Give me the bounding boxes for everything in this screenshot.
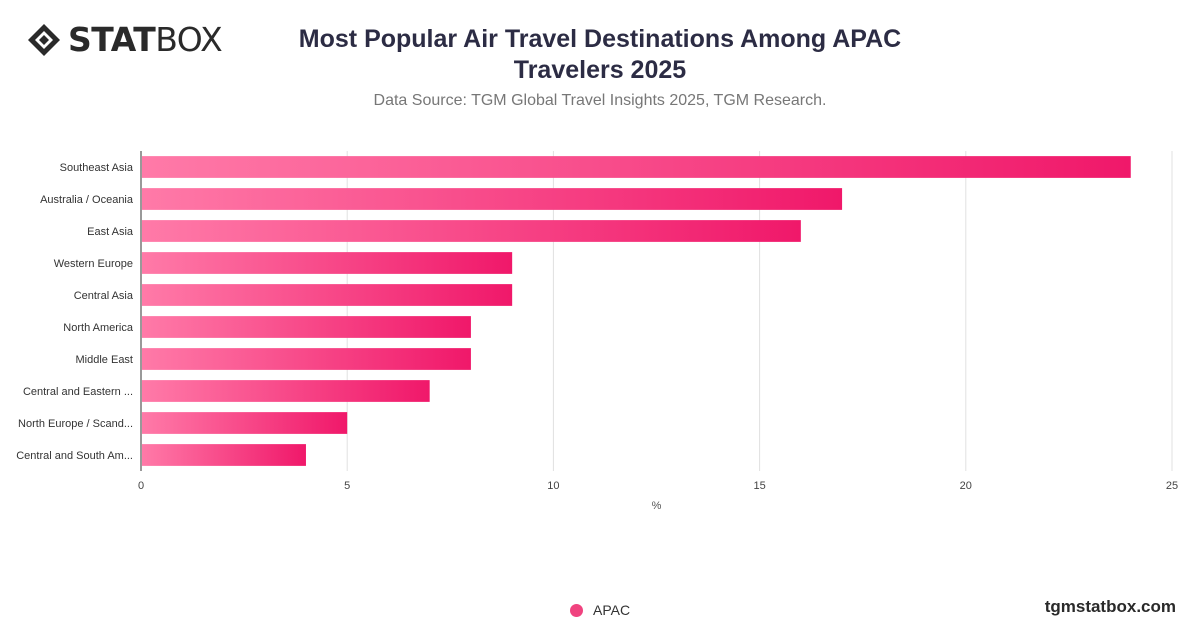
bar[interactable]: [142, 220, 801, 242]
statbox-logo: STATBOX: [26, 20, 223, 59]
legend-dot-icon: [570, 603, 583, 617]
bar[interactable]: [142, 412, 348, 434]
category-label: North America: [63, 322, 134, 334]
footer-brand: tgmstatbox.com: [1044, 597, 1176, 616]
bar[interactable]: [142, 252, 513, 274]
category-label: Australia / Oceania: [40, 194, 134, 206]
chart-subtitle: Data Source: TGM Global Travel Insights …: [373, 92, 827, 109]
category-labels: Southeast Asia Australia / Oceania East As…: [16, 162, 134, 462]
category-label: Central and South Am...: [16, 450, 133, 462]
x-tick-labels: 0 5 10 15 20 25: [138, 480, 1178, 492]
x-tick-label: 15: [753, 480, 765, 492]
logo-text-bold: STAT: [68, 20, 156, 59]
legend-label: APAC: [593, 602, 631, 618]
x-tick-label: 25: [1166, 480, 1178, 492]
logo-text-light: BOX: [155, 20, 223, 59]
diamond-logo-icon: [28, 24, 60, 56]
logo-text: STATBOX: [68, 20, 223, 59]
category-label: North Europe / Scand...: [18, 418, 133, 430]
category-label: Middle East: [76, 354, 133, 366]
category-label: Western Europe: [54, 258, 133, 270]
category-label: Central Asia: [74, 290, 134, 302]
chart-title: Most Popular Air Travel Destinations Amo…: [298, 25, 902, 84]
grid-lines: [140, 151, 1173, 471]
bar[interactable]: [142, 444, 306, 466]
x-axis-label: %: [652, 500, 662, 512]
category-label: Southeast Asia: [60, 162, 134, 174]
bar[interactable]: [142, 316, 471, 338]
x-tick-label: 5: [344, 480, 350, 492]
x-tick-label: 20: [960, 480, 972, 492]
bars: [142, 156, 1131, 466]
category-label: Central and Eastern ...: [23, 386, 133, 398]
bar[interactable]: [142, 348, 471, 370]
bar[interactable]: [142, 156, 1131, 178]
x-tick-label: 0: [138, 480, 144, 492]
bar[interactable]: [142, 284, 513, 306]
x-tick-label: 10: [547, 480, 559, 492]
bar[interactable]: [142, 380, 430, 402]
category-label: East Asia: [87, 226, 134, 238]
legend[interactable]: APAC: [570, 602, 630, 618]
bar[interactable]: [142, 188, 843, 210]
